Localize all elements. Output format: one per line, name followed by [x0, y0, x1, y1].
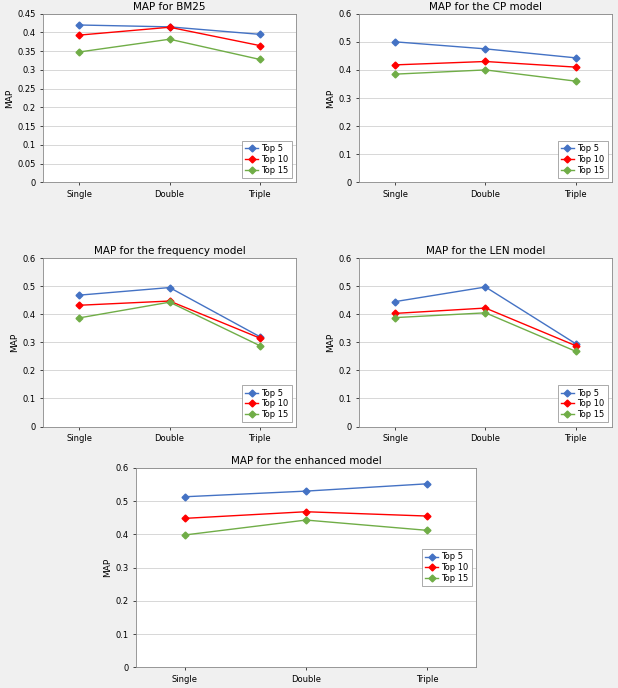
- Top 5: [166, 23, 173, 31]
- Top 5: [181, 493, 188, 501]
- Top 15: [75, 314, 83, 322]
- Top 10: [482, 57, 489, 65]
- Title: MAP for the LEN model: MAP for the LEN model: [426, 246, 545, 256]
- Title: MAP for the enhanced model: MAP for the enhanced model: [231, 455, 381, 466]
- Y-axis label: MAP: MAP: [6, 88, 14, 107]
- Top 5: [75, 291, 83, 299]
- Top 15: [482, 66, 489, 74]
- Title: MAP for the frequency model: MAP for the frequency model: [94, 246, 245, 256]
- Y-axis label: MAP: MAP: [326, 333, 336, 352]
- Y-axis label: MAP: MAP: [326, 88, 336, 107]
- Top 5: [482, 45, 489, 53]
- Top 10: [75, 301, 83, 310]
- Line: Top 15: Top 15: [77, 36, 262, 62]
- Top 5: [392, 38, 399, 46]
- Line: Top 5: Top 5: [77, 285, 262, 339]
- Top 10: [482, 304, 489, 312]
- Top 10: [256, 41, 263, 50]
- Top 5: [166, 283, 173, 292]
- Top 10: [256, 334, 263, 342]
- Top 5: [302, 487, 310, 495]
- Top 10: [302, 508, 310, 516]
- Top 5: [392, 297, 399, 305]
- Line: Top 5: Top 5: [182, 482, 430, 499]
- Line: Top 10: Top 10: [393, 305, 578, 348]
- Line: Top 5: Top 5: [393, 39, 578, 61]
- Top 5: [423, 480, 431, 488]
- Top 10: [572, 63, 580, 72]
- Y-axis label: MAP: MAP: [11, 333, 20, 352]
- Top 15: [181, 531, 188, 539]
- Line: Top 10: Top 10: [77, 25, 262, 48]
- Top 10: [166, 23, 173, 32]
- Top 15: [392, 70, 399, 78]
- Top 15: [75, 48, 83, 56]
- Line: Top 15: Top 15: [393, 310, 578, 354]
- Top 5: [75, 21, 83, 29]
- Top 10: [181, 514, 188, 522]
- Line: Top 10: Top 10: [182, 509, 430, 521]
- Top 15: [572, 347, 580, 356]
- Top 5: [256, 30, 263, 39]
- Legend: Top 5, Top 10, Top 15: Top 5, Top 10, Top 15: [242, 141, 292, 178]
- Line: Top 15: Top 15: [393, 67, 578, 83]
- Top 10: [392, 310, 399, 318]
- Top 5: [482, 283, 489, 291]
- Top 10: [572, 341, 580, 350]
- Legend: Top 5, Top 10, Top 15: Top 5, Top 10, Top 15: [422, 549, 472, 586]
- Top 15: [166, 298, 173, 306]
- Top 5: [572, 54, 580, 62]
- Top 15: [572, 77, 580, 85]
- Top 15: [392, 314, 399, 322]
- Legend: Top 5, Top 10, Top 15: Top 5, Top 10, Top 15: [558, 141, 607, 178]
- Line: Top 15: Top 15: [182, 517, 430, 537]
- Line: Top 10: Top 10: [393, 59, 578, 69]
- Top 10: [75, 31, 83, 39]
- Title: MAP for BM25: MAP for BM25: [133, 1, 206, 12]
- Top 10: [423, 512, 431, 520]
- Top 10: [166, 297, 173, 305]
- Top 5: [572, 340, 580, 348]
- Legend: Top 5, Top 10, Top 15: Top 5, Top 10, Top 15: [242, 385, 292, 422]
- Top 15: [256, 341, 263, 350]
- Title: MAP for the CP model: MAP for the CP model: [429, 1, 542, 12]
- Top 15: [423, 526, 431, 535]
- Line: Top 5: Top 5: [77, 23, 262, 36]
- Top 10: [392, 61, 399, 69]
- Top 15: [166, 35, 173, 43]
- Top 15: [302, 516, 310, 524]
- Top 15: [482, 309, 489, 317]
- Line: Top 15: Top 15: [77, 300, 262, 348]
- Y-axis label: MAP: MAP: [103, 558, 112, 577]
- Top 5: [256, 332, 263, 341]
- Line: Top 10: Top 10: [77, 299, 262, 341]
- Line: Top 5: Top 5: [393, 285, 578, 346]
- Top 15: [256, 55, 263, 63]
- Legend: Top 5, Top 10, Top 15: Top 5, Top 10, Top 15: [558, 385, 607, 422]
